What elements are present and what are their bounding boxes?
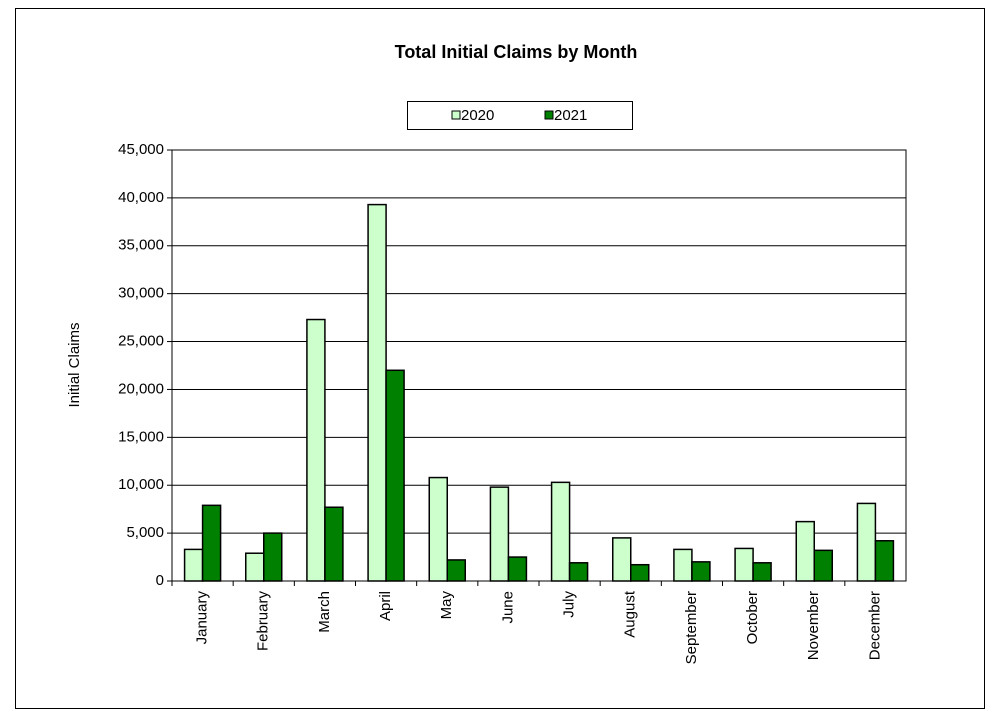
bar bbox=[201, 504, 222, 582]
x-tick-label: June bbox=[499, 591, 516, 624]
y-axis-label: Initial Claims bbox=[66, 322, 83, 407]
legend-label: 2021 bbox=[554, 107, 587, 124]
x-tick-label: April bbox=[377, 591, 394, 621]
x-tick-label: January bbox=[194, 591, 211, 645]
bar bbox=[550, 481, 571, 582]
y-tick-label: 15,000 bbox=[118, 428, 164, 445]
x-tick-label: December bbox=[866, 591, 883, 660]
y-tick-label: 35,000 bbox=[118, 237, 164, 254]
legend-box bbox=[407, 101, 633, 130]
y-tick-label: 40,000 bbox=[118, 189, 164, 206]
plot-area bbox=[171, 149, 907, 582]
bar bbox=[507, 556, 528, 582]
bar bbox=[263, 532, 283, 582]
bar bbox=[367, 203, 387, 582]
bar bbox=[691, 561, 711, 582]
bar bbox=[795, 520, 815, 582]
y-tick-label: 20,000 bbox=[118, 380, 164, 397]
bar bbox=[752, 562, 772, 582]
bar bbox=[874, 540, 895, 582]
x-tick-label: February bbox=[255, 591, 272, 652]
x-tick-label: September bbox=[683, 591, 700, 664]
x-tick-label: May bbox=[438, 591, 455, 620]
y-tick-label: 10,000 bbox=[118, 476, 164, 493]
x-tick-label: October bbox=[744, 591, 761, 644]
bar bbox=[385, 369, 405, 582]
bar bbox=[324, 506, 344, 582]
bar bbox=[568, 562, 589, 582]
bar bbox=[856, 502, 877, 582]
y-tick-label: 45,000 bbox=[118, 141, 164, 158]
x-tick-label: July bbox=[561, 591, 578, 618]
bar bbox=[428, 476, 448, 582]
bar bbox=[673, 548, 693, 582]
y-tick-label: 25,000 bbox=[118, 333, 164, 350]
bar bbox=[489, 486, 510, 582]
bar bbox=[612, 537, 632, 582]
y-tick-label: 0 bbox=[156, 572, 164, 589]
bar bbox=[813, 549, 833, 582]
bar bbox=[183, 548, 204, 582]
bar bbox=[446, 559, 466, 582]
chart-title: Total Initial Claims by Month bbox=[395, 42, 638, 62]
x-tick-label: November bbox=[805, 591, 822, 660]
bar bbox=[245, 552, 265, 582]
bar bbox=[734, 547, 754, 582]
legend-swatch bbox=[544, 110, 554, 120]
y-tick-label: 5,000 bbox=[126, 524, 164, 541]
x-tick-label: August bbox=[622, 590, 639, 638]
legend-swatch bbox=[451, 110, 461, 120]
legend-label: 2020 bbox=[461, 107, 494, 124]
y-tick-label: 30,000 bbox=[118, 285, 164, 302]
bar bbox=[306, 318, 326, 582]
bar bbox=[630, 563, 650, 582]
x-tick-label: March bbox=[316, 591, 333, 633]
